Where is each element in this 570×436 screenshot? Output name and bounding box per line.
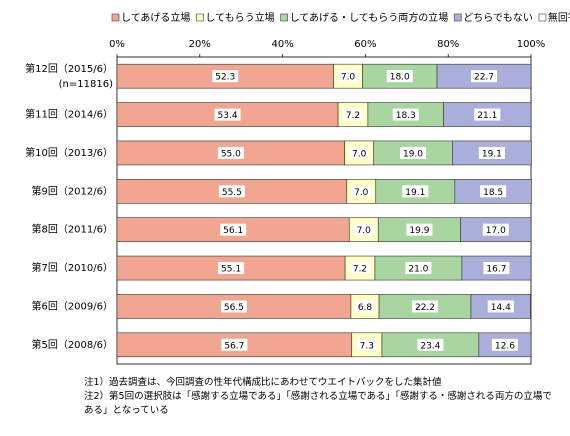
x-tick-label: 20% (189, 39, 211, 50)
value-label-bg (354, 300, 376, 313)
value-label: 18.0 (390, 73, 410, 83)
value-label-bg (221, 338, 248, 351)
notes: 注1）過去調査は、今回調査の性年代構成比にあわせてウエイトバックをした集計値注2… (84, 376, 554, 418)
x-tick-label: 40% (271, 39, 293, 50)
value-label-bg (220, 223, 247, 236)
value-label: 7.0 (357, 226, 372, 236)
legend-label: してあげる立場 (121, 11, 190, 24)
value-label: 19.1 (482, 149, 502, 159)
value-label: 16.7 (486, 265, 506, 275)
bar-segment (116, 255, 346, 281)
value-label-bg (487, 300, 514, 313)
value-label-bg (349, 146, 370, 159)
x-tick-label: 100% (517, 39, 546, 50)
value-label-bg (417, 338, 444, 351)
value-label-bg (406, 223, 433, 236)
x-tick-label: 0% (109, 39, 125, 50)
value-label: 23.4 (420, 341, 440, 351)
value-label: 7.2 (353, 265, 367, 275)
value-label: 56.5 (224, 303, 244, 313)
value-label: 19.0 (403, 149, 423, 159)
legend-swatch (111, 13, 120, 22)
value-label: 52.3 (215, 73, 235, 83)
value-label-bg (337, 70, 359, 83)
value-label-bg (411, 300, 439, 313)
y-tick-label: 第5回（2008/6） (31, 338, 113, 351)
value-label: 17.0 (486, 226, 506, 236)
value-label: 7.0 (354, 188, 369, 198)
value-label: 22.7 (474, 73, 494, 83)
value-label: 56.1 (223, 226, 243, 236)
value-label-bg (214, 108, 241, 121)
y-tick-sublabel: (n=11816) (59, 79, 113, 90)
note: 注1）過去調査は、今回調査の性年代構成比にあわせてウエイトバックをした集計値 (84, 377, 442, 388)
value-label: 19.9 (409, 226, 429, 236)
value-label-bg (217, 146, 244, 159)
value-label: 12.6 (495, 341, 515, 351)
value-label-bg (220, 300, 247, 313)
y-tick-label: 第7回（2010/6） (31, 261, 113, 274)
value-label: 14.4 (491, 303, 511, 313)
legend-swatch (280, 13, 288, 22)
legend-swatch (538, 13, 547, 22)
value-label: 21.1 (477, 111, 497, 121)
value-label-bg (386, 70, 413, 83)
value-label: 7.2 (346, 111, 360, 121)
value-label: 21.0 (408, 265, 428, 275)
value-label-bg (483, 262, 510, 275)
value-label: 55.0 (221, 149, 241, 159)
y-tick-label: 第8回（2011/6） (31, 223, 113, 236)
value-label-bg (480, 185, 507, 198)
legend-swatch (196, 13, 204, 22)
value-label-bg (353, 223, 374, 236)
legend-label: してもらう立場 (205, 11, 274, 24)
value-label: 22.2 (415, 303, 435, 313)
plot-frame (116, 56, 532, 365)
value-label: 18.3 (396, 111, 416, 121)
value-label: 53.4 (218, 111, 238, 121)
value-label-bg (474, 108, 501, 121)
x-tick-label: 80% (437, 39, 459, 50)
y-tick-label: 第9回（2012/6） (31, 184, 113, 197)
legend-label: してあげる・してもらう両方の立場 (290, 11, 449, 24)
value-label: 55.5 (222, 188, 242, 198)
value-label-bg (405, 262, 432, 275)
value-label-bg (470, 70, 498, 83)
legend-label: どちらでもない (463, 12, 533, 24)
y-tick-label: 第11回（2014/6） (25, 108, 113, 121)
value-label: 55.1 (221, 265, 241, 275)
legend-label: 無回答 (548, 11, 570, 24)
value-label: 6.8 (358, 303, 373, 313)
value-label-bg (212, 70, 239, 83)
value-label-bg (482, 223, 509, 236)
legend-swatch (453, 13, 462, 22)
value-label-bg (218, 185, 245, 198)
chart: してあげる立場 してもらう立場 してあげる・してもらう両方の立場 どちらでもない 無回答… (25, 11, 570, 365)
value-label-bg (491, 338, 518, 351)
y-tick-label: 第12回（2015/6） (25, 62, 113, 75)
value-label: 19.1 (405, 188, 425, 198)
value-label: 18.5 (483, 188, 503, 198)
value-label-bg (349, 262, 371, 275)
value-label-bg (351, 185, 372, 198)
value-label-bg (478, 146, 505, 159)
y-tick-label: 第10回（2013/6） (25, 146, 113, 159)
value-label-bg (218, 262, 245, 275)
value-label-bg (399, 146, 427, 159)
value-label-bg (392, 108, 419, 121)
y-tick-label: 第6回（2009/6） (31, 299, 113, 312)
value-label-bg (342, 108, 364, 121)
value-label: 7.3 (360, 341, 374, 351)
value-label: 56.7 (224, 341, 244, 351)
value-label-bg (402, 185, 429, 198)
value-label: 7.0 (352, 149, 367, 159)
note: 注2）第5回の選択肢は「感謝する立場である」「感謝される立場である」「感謝する・… (84, 391, 552, 416)
x-tick-label: 60% (354, 39, 376, 50)
value-label: 7.0 (341, 73, 356, 83)
value-label-bg (356, 338, 378, 351)
